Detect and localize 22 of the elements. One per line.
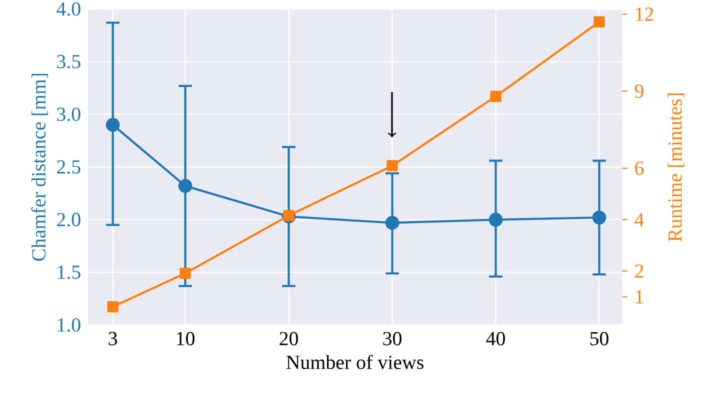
y-tick-label: 2.0 — [57, 212, 80, 226]
y2-tick-label: 2 — [635, 264, 644, 278]
y-tick-label: 3.0 — [57, 108, 80, 122]
x-tick-label: 20 — [280, 332, 298, 346]
x-axis-title: Number of views — [286, 354, 424, 370]
y-tick-label: 2.5 — [57, 160, 80, 174]
y-tick-label: 4.0 — [56, 2, 80, 16]
y2-tick-label: 4 — [634, 213, 644, 226]
x-tick-label: 30 — [383, 332, 402, 346]
x-tick-label: 40 — [486, 332, 505, 346]
x-tick-label: 10 — [177, 332, 194, 346]
y-axis-title: Chamfer distance [mm] — [31, 74, 48, 261]
y2-tick-label: 1 — [636, 290, 644, 304]
x-tick-label: 50 — [590, 332, 608, 346]
y-tick-label: 1.0 — [58, 318, 80, 332]
y2-tick-label: 6 — [635, 162, 644, 175]
y2-axis-title: Runtime [minutes] — [668, 93, 684, 242]
y2-tick-label: 9 — [634, 84, 644, 98]
x-tick-label: 3 — [108, 332, 118, 346]
y-tick-label: 3.5 — [57, 54, 80, 68]
y-tick-label: 1.5 — [58, 266, 80, 280]
y2-tick-label: 12 — [636, 8, 654, 21]
